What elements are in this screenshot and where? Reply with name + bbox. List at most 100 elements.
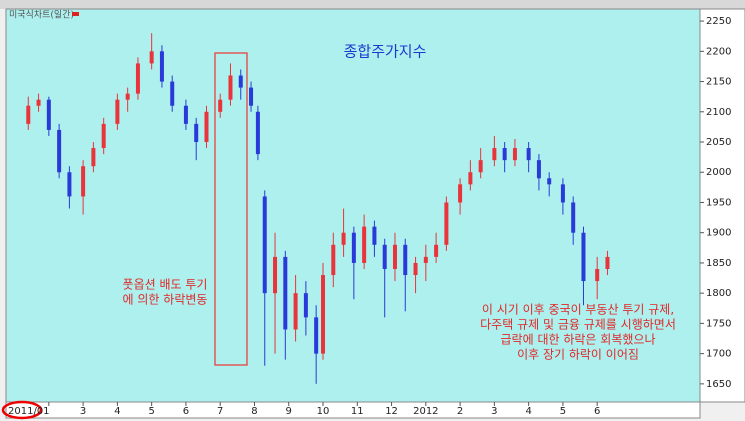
candle-body bbox=[581, 232, 586, 282]
candle-body bbox=[512, 148, 517, 161]
candle-body bbox=[478, 160, 483, 173]
candle-body bbox=[115, 99, 120, 124]
candle-body bbox=[468, 172, 473, 185]
y-tick-label: 2200 bbox=[706, 46, 731, 57]
candle-body bbox=[283, 256, 288, 330]
candle-body bbox=[502, 148, 507, 161]
x-tick-label: 3 bbox=[491, 406, 497, 417]
candle-body bbox=[444, 202, 449, 245]
candle-body bbox=[46, 99, 51, 130]
candle-body bbox=[101, 123, 106, 149]
candle-body bbox=[341, 232, 346, 245]
y-tick-label: 2150 bbox=[706, 77, 731, 88]
x-tick-label: 9 bbox=[286, 406, 292, 417]
x-tick-label: 2012 bbox=[413, 406, 438, 417]
x-tick-label: 6 bbox=[183, 406, 189, 417]
candle-body bbox=[434, 244, 439, 257]
y-tick-label: 1650 bbox=[706, 379, 731, 390]
candle-body bbox=[204, 111, 209, 143]
label-marker bbox=[72, 12, 79, 16]
candle-body bbox=[238, 75, 243, 88]
chart-title: 종합주가지수 bbox=[344, 43, 427, 61]
x-tick-label: 4 bbox=[525, 406, 531, 417]
y-tick-label: 1700 bbox=[706, 349, 731, 360]
annotation: 급락에 대한 하락은 회복했으나 bbox=[501, 333, 656, 347]
candle-body bbox=[194, 123, 199, 143]
candle-body bbox=[36, 99, 41, 106]
candle-body bbox=[303, 293, 308, 318]
candle-body bbox=[423, 256, 428, 263]
annotation: 이 시기 이후 중국이 부동산 투기 규제, bbox=[482, 303, 674, 317]
candle-body bbox=[413, 262, 418, 276]
candle-body bbox=[255, 111, 260, 155]
candle-body bbox=[170, 81, 175, 106]
candle-body bbox=[403, 244, 408, 276]
y-tick-label: 1850 bbox=[706, 258, 731, 269]
candle-body bbox=[547, 178, 552, 185]
circle-mark bbox=[1, 400, 43, 420]
plot-area bbox=[5, 8, 701, 403]
candle-body bbox=[372, 226, 377, 245]
y-tick-label: 1950 bbox=[706, 197, 731, 208]
candle-body bbox=[26, 105, 31, 124]
annotation: 이후 장기 하락이 이어짐 bbox=[517, 348, 639, 362]
y-tick-label: 1900 bbox=[706, 228, 731, 239]
candle-body bbox=[273, 256, 278, 294]
highlight-box bbox=[214, 52, 248, 366]
x-tick-label: 8 bbox=[251, 406, 257, 417]
candle-body bbox=[560, 184, 565, 203]
candle-body bbox=[382, 244, 387, 269]
candle-body bbox=[492, 148, 497, 161]
y-tick-label: 2250 bbox=[706, 16, 731, 27]
candle-body bbox=[218, 99, 223, 112]
x-tick-label: 3 bbox=[80, 406, 86, 417]
y-axis-area bbox=[699, 8, 745, 403]
x-axis-area bbox=[5, 401, 701, 419]
x-tick-label: 2011/01 bbox=[8, 406, 50, 417]
x-tick-label: 12 bbox=[385, 406, 398, 417]
candle-body bbox=[135, 63, 140, 94]
candle-body bbox=[526, 148, 531, 161]
candle-body bbox=[57, 129, 62, 173]
candle-body bbox=[362, 226, 367, 263]
candle-body bbox=[293, 293, 298, 330]
x-tick-label: 4 bbox=[114, 406, 120, 417]
candle-body bbox=[159, 51, 164, 82]
annotation: 에 의한 하락변동 bbox=[123, 293, 208, 307]
x-tick-label: 5 bbox=[560, 406, 566, 417]
x-tick-label: 5 bbox=[148, 406, 154, 417]
candle-body bbox=[67, 172, 72, 197]
candle-body bbox=[125, 93, 130, 100]
chart-label: 미국식차트(일간) bbox=[9, 9, 74, 21]
candle-body bbox=[595, 268, 600, 282]
candle-body bbox=[149, 51, 154, 64]
y-tick-label: 2050 bbox=[706, 137, 731, 148]
candle-body bbox=[321, 275, 326, 354]
candle-body bbox=[314, 317, 319, 354]
candle-body bbox=[331, 244, 336, 276]
candle-body bbox=[458, 184, 463, 203]
x-tick-label: 11 bbox=[351, 406, 364, 417]
candle-body bbox=[351, 232, 356, 263]
y-tick-label: 2000 bbox=[706, 167, 731, 178]
candle-body bbox=[605, 256, 610, 269]
x-tick-label: 6 bbox=[594, 406, 600, 417]
x-tick-label: 7 bbox=[217, 406, 223, 417]
candle-body bbox=[571, 202, 576, 233]
y-tick-label: 2100 bbox=[706, 107, 731, 118]
y-tick-label: 1750 bbox=[706, 318, 731, 329]
candle-body bbox=[81, 166, 86, 197]
candle-body bbox=[228, 75, 233, 100]
y-tick-label: 1800 bbox=[706, 288, 731, 299]
toolbar bbox=[0, 0, 745, 9]
candle-body bbox=[262, 196, 267, 294]
candle-body bbox=[183, 105, 188, 124]
annotation: 풋옵션 배도 투기 bbox=[123, 278, 208, 292]
x-tick-label: 2 bbox=[457, 406, 463, 417]
candle-body bbox=[392, 244, 397, 269]
x-tick-label: 10 bbox=[317, 406, 330, 417]
annotation: 다주택 규제 및 금융 규제를 시행하면서 bbox=[480, 317, 676, 332]
candle-body bbox=[91, 148, 96, 167]
candle-body bbox=[249, 87, 254, 106]
